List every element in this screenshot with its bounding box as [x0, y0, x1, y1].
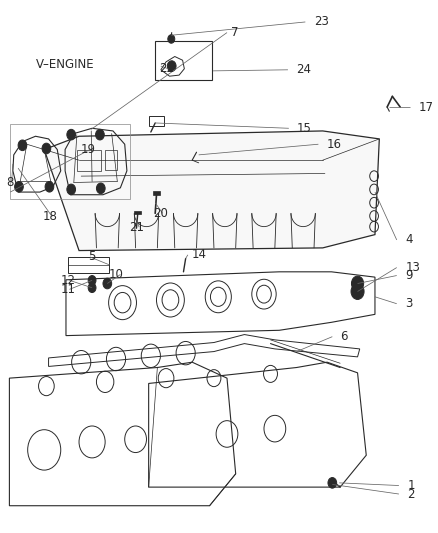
Text: 3: 3: [406, 297, 413, 310]
Bar: [77, 150, 101, 171]
Bar: [152, 191, 160, 195]
Text: 16: 16: [326, 138, 341, 151]
Text: 20: 20: [153, 207, 168, 220]
Bar: [155, 41, 212, 80]
Circle shape: [67, 184, 75, 195]
Bar: [68, 257, 110, 273]
Text: 10: 10: [109, 268, 124, 281]
Text: 23: 23: [314, 15, 329, 28]
Text: 24: 24: [297, 63, 311, 76]
Circle shape: [18, 140, 27, 151]
Text: 2: 2: [408, 488, 415, 500]
Text: 14: 14: [191, 248, 206, 261]
Circle shape: [42, 143, 51, 154]
Text: 1: 1: [408, 479, 415, 492]
Circle shape: [45, 181, 54, 192]
Text: 4: 4: [406, 233, 413, 246]
Circle shape: [351, 284, 364, 300]
Text: 9: 9: [406, 269, 413, 282]
Text: 22: 22: [159, 62, 174, 75]
Text: 5: 5: [88, 251, 95, 263]
Text: V–ENGINE: V–ENGINE: [36, 58, 95, 71]
Text: 6: 6: [340, 330, 348, 343]
Circle shape: [67, 130, 75, 140]
Text: 18: 18: [42, 210, 57, 223]
Text: 13: 13: [406, 261, 420, 274]
Text: 8: 8: [7, 176, 14, 189]
Circle shape: [88, 283, 96, 293]
Circle shape: [103, 278, 112, 289]
Circle shape: [96, 183, 105, 193]
Text: 19: 19: [81, 143, 95, 156]
Text: 12: 12: [60, 274, 75, 287]
Circle shape: [168, 35, 175, 43]
Circle shape: [328, 478, 337, 488]
Bar: [134, 211, 141, 214]
Text: 21: 21: [129, 221, 144, 233]
Text: 15: 15: [297, 122, 311, 135]
Circle shape: [95, 130, 104, 140]
Circle shape: [14, 181, 23, 192]
Bar: [148, 116, 164, 126]
Bar: [105, 150, 117, 169]
Text: 7: 7: [231, 26, 239, 39]
Polygon shape: [44, 131, 379, 251]
Circle shape: [351, 276, 364, 291]
Circle shape: [88, 276, 96, 285]
Circle shape: [167, 61, 176, 71]
Text: 11: 11: [60, 283, 75, 296]
Text: 17: 17: [418, 101, 434, 114]
